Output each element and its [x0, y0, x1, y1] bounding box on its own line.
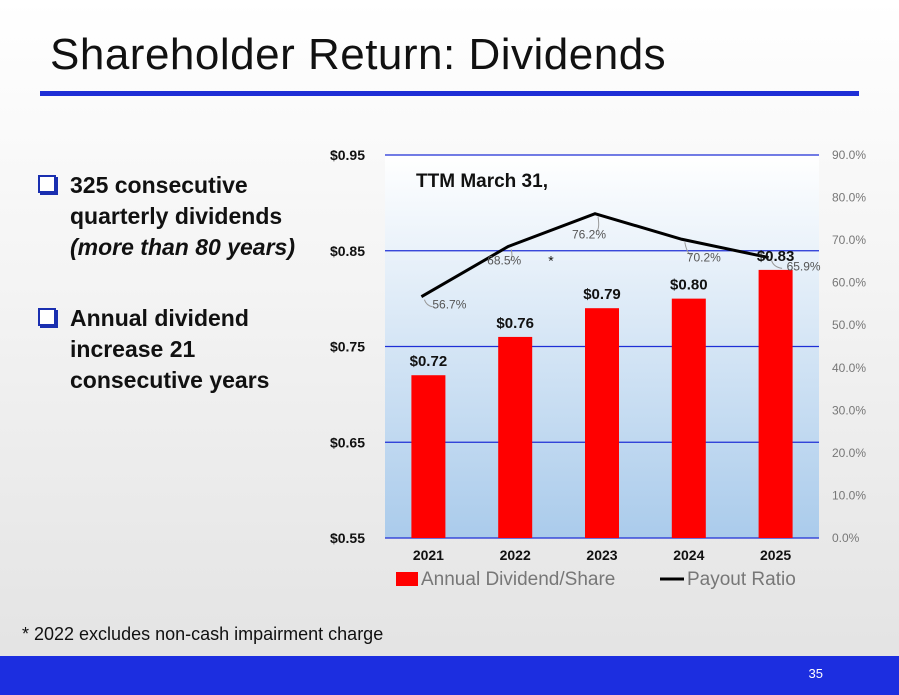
bar-data-label: $0.79	[583, 286, 621, 303]
legend-bar-label: Annual Dividend/Share	[421, 569, 615, 590]
bar-data-label: $0.83	[757, 248, 795, 265]
bullet-text: Annual dividend increase 21 consecutive …	[70, 305, 270, 393]
bar-data-label: $0.80	[670, 277, 708, 294]
dividend-chart: $0.72 $0.76 $0.79 $0.80 $0.83 56.7% 68.5% 76.2%…	[330, 147, 866, 590]
leader-line	[423, 299, 433, 308]
footnote-asterisk: *	[548, 252, 554, 268]
checkbox-bullet-icon	[38, 175, 56, 193]
left-axis-tick-label: $0.75	[330, 339, 365, 355]
title-underline	[40, 91, 859, 96]
right-axis-tick-label: 70.0%	[832, 233, 866, 247]
right-axis-tick-label: 20.0%	[832, 446, 866, 460]
bullet-subtext: (more than 80 years)	[70, 234, 295, 260]
x-axis-tick-label: 2021	[413, 547, 444, 563]
left-axis-tick-label: $0.95	[330, 147, 365, 163]
footer-bar: 35	[0, 656, 899, 695]
bar	[411, 375, 446, 538]
leader-line	[595, 216, 600, 233]
bar-data-label: $0.76	[496, 315, 534, 332]
slide-title: Shareholder Return: Dividends	[50, 30, 667, 79]
legend-bar-swatch	[396, 572, 418, 586]
left-axis-tick-label: $0.65	[330, 434, 365, 450]
line-data-label: 56.7%	[432, 298, 466, 312]
right-axis-tick-label: 50.0%	[832, 318, 866, 332]
bar	[671, 298, 706, 538]
x-axis-tick-label: 2024	[673, 547, 704, 563]
bullet-text: 325 consecutive quarterly dividends	[70, 172, 283, 229]
bar-data-label: $0.72	[410, 353, 448, 370]
right-axis-tick-label: 60.0%	[832, 276, 866, 290]
right-axis-tick-label: 80.0%	[832, 191, 866, 205]
bar	[758, 269, 793, 538]
leader-line	[771, 260, 783, 269]
bar	[585, 308, 619, 538]
chart-title: TTM March 31,	[416, 171, 548, 192]
x-axis-tick-label: 2022	[500, 547, 531, 563]
right-axis-tick-label: 10.0%	[832, 488, 866, 502]
footnote: * 2022 excludes non-cash impairment char…	[22, 624, 384, 644]
x-axis-tick-label: 2023	[586, 547, 617, 563]
right-axis-tick-label: 90.0%	[832, 148, 866, 162]
checkbox-bullet-icon	[38, 308, 56, 326]
line-data-label: 68.5%	[487, 253, 521, 267]
legend-line-label: Payout Ratio	[687, 569, 796, 590]
right-axis-tick-label: 40.0%	[832, 361, 866, 375]
bar	[498, 336, 533, 538]
leader-line	[684, 242, 692, 256]
right-axis-tick-label: 0.0%	[832, 531, 860, 545]
right-axis-tick-label: 30.0%	[832, 403, 866, 417]
line-data-label: 65.9%	[787, 260, 821, 274]
left-axis-tick-label: $0.85	[330, 243, 365, 259]
leader-line	[509, 249, 513, 261]
bullet-list: 325 consecutive quarterly dividends (mor…	[38, 170, 328, 436]
left-axis-tick-label: $0.55	[330, 530, 365, 546]
payout-ratio-line	[420, 212, 769, 299]
line-data-label: 70.2%	[687, 250, 721, 264]
page-number: 35	[808, 666, 823, 681]
line-data-label: 76.2%	[572, 228, 606, 242]
bullet-item: 325 consecutive quarterly dividends (mor…	[38, 170, 328, 263]
x-axis-tick-label: 2025	[760, 547, 791, 563]
bullet-item: Annual dividend increase 21 consecutive …	[38, 303, 328, 396]
